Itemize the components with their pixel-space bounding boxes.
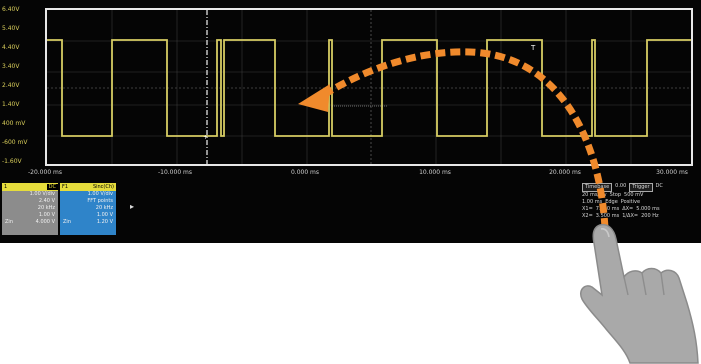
pointer-icon[interactable]: ▸ <box>130 202 135 211</box>
timebase-label[interactable]: Timebase <box>582 183 613 192</box>
channel1-value: 4.000 V <box>35 219 55 225</box>
trigger-marker: T <box>530 44 536 52</box>
channel1-panel[interactable]: 1 DC 1.00 V/div 2.40 V 20 kHz 1.00 V Zin… <box>2 183 58 235</box>
measurement-label: 1/ΔX= <box>622 213 639 219</box>
x-axis-label: 10.000 ms <box>419 169 451 176</box>
waveform-grid[interactable]: + T <box>45 8 693 166</box>
measurement-value: 200 Hz <box>641 213 659 219</box>
measurement-value: 5.000 ms <box>636 206 660 212</box>
channel2-value: 1.00 V/div <box>87 191 113 197</box>
channel2-tag: Sinc(Ch) <box>92 184 114 190</box>
measurement-value: Edge <box>605 199 618 205</box>
channel1-label: Zin <box>5 219 13 225</box>
oscilloscope-display: 6.40V 5.40V 4.40V 3.40V 2.40V 1.40V 400 … <box>0 0 701 243</box>
waveform-svg: + T <box>47 10 691 164</box>
channel2-panel[interactable]: F1 Sinc(Ch) 1.00 V/div FFT points 20 kHz… <box>60 183 116 235</box>
channel1-value: 1.00 V/div <box>29 191 55 197</box>
measurement-label: X2= <box>582 213 593 219</box>
x-axis-label: 30.000 ms <box>656 169 688 176</box>
measurement-value: 20 ms/div <box>582 192 607 198</box>
x-axis-label: 20.000 ms <box>549 169 581 176</box>
timebase-value: 0.00 <box>615 183 627 189</box>
y-axis-label: 3.40V <box>2 63 20 70</box>
channel2-name: F1 <box>62 184 69 190</box>
y-axis-label: 1.40V <box>2 101 20 108</box>
channel2-value: FFT points <box>87 198 113 204</box>
channel2-value: 1.00 V <box>96 212 113 218</box>
trigger-label[interactable]: Trigger <box>629 183 653 192</box>
measurement-value: Stop <box>609 192 622 198</box>
x-axis-label: -10.000 ms <box>157 169 193 176</box>
channel2-value: 1.20 V <box>96 219 113 225</box>
measurement-value: 500 mV <box>624 192 644 198</box>
cursor-marker: + <box>203 134 208 141</box>
channel1-name: 1 <box>4 184 8 190</box>
channel1-value: 20 kHz <box>37 205 55 211</box>
measurement-label: X1= <box>582 206 593 212</box>
channel1-value: 1.00 V <box>38 212 55 218</box>
y-axis-label: 400 mV <box>2 120 26 127</box>
channel2-body: 1.00 V/div FFT points 20 kHz 1.00 V Zin 1… <box>60 191 116 235</box>
y-axis-label: 6.40V <box>2 6 20 13</box>
channel2-value: 20 kHz <box>95 205 113 211</box>
y-axis-label: 2.40V <box>2 82 20 89</box>
measurement-value: 1.00 ms <box>582 199 603 205</box>
y-axis-label: 5.40V <box>2 25 20 32</box>
hand-pointer-icon <box>580 223 699 364</box>
x-axis-labels: -20.000 ms -10.000 ms 0.000 ms 10.000 ms… <box>0 169 701 179</box>
measurement-value: Positive <box>620 199 641 205</box>
channel2-label: Zin <box>63 219 71 225</box>
x-axis-label: -20.000 ms <box>27 169 63 176</box>
channel1-body: 1.00 V/div 2.40 V 20 kHz 1.00 V Zin 4.000… <box>2 191 58 235</box>
x-axis-label: 0.000 ms <box>290 169 320 176</box>
channel1-value: 2.40 V <box>38 198 55 204</box>
y-axis-label: -1.60V <box>2 158 22 165</box>
measurement-label: ΔX= <box>622 206 634 212</box>
measurement-value: 3.500 ms <box>595 213 620 219</box>
y-axis-label: -600 mV <box>2 139 28 146</box>
gridlines <box>47 10 691 164</box>
y-axis-label: 4.40V <box>2 44 20 51</box>
y-axis-labels: 6.40V 5.40V 4.40V 3.40V 2.40V 1.40V 400 … <box>2 4 44 169</box>
channel1-tag: DC <box>46 184 58 190</box>
measurement-value: 7.000 ms <box>595 206 620 212</box>
trigger-value: DC <box>655 183 663 189</box>
